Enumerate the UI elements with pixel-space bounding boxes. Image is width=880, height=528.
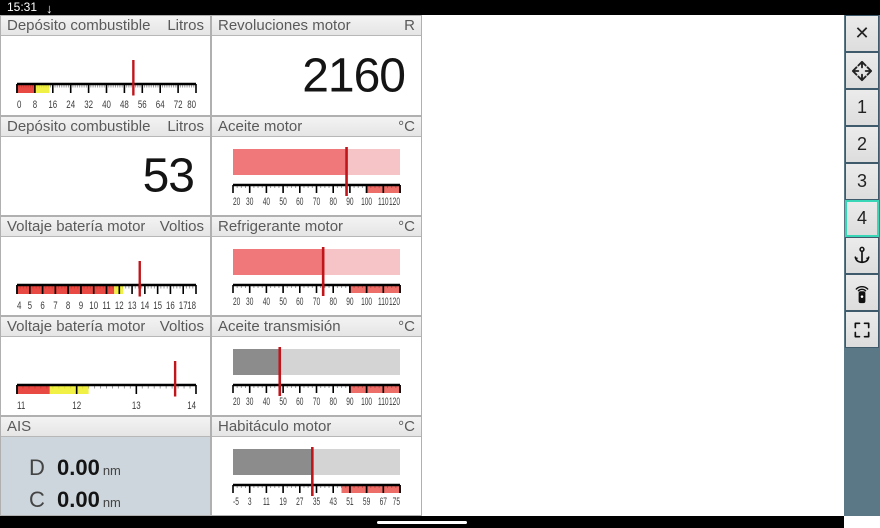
svg-text:-5: -5 (233, 495, 239, 507)
svg-text:11: 11 (17, 400, 25, 413)
svg-text:11: 11 (102, 300, 110, 313)
svg-text:43: 43 (330, 495, 337, 507)
svg-text:64: 64 (156, 99, 165, 112)
svg-text:8: 8 (33, 99, 37, 112)
svg-text:40: 40 (263, 195, 270, 207)
svg-text:19: 19 (279, 495, 286, 507)
svg-text:14: 14 (187, 400, 196, 413)
svg-text:90: 90 (346, 295, 353, 307)
svg-text:20: 20 (233, 295, 240, 307)
svg-text:100: 100 (361, 195, 372, 207)
svg-text:59: 59 (363, 495, 370, 507)
svg-text:67: 67 (380, 495, 387, 507)
svg-text:5: 5 (28, 300, 32, 313)
svg-text:16: 16 (166, 300, 175, 313)
svg-text:70: 70 (313, 295, 320, 307)
svg-text:72: 72 (174, 99, 183, 112)
svg-text:48: 48 (120, 99, 129, 112)
svg-text:40: 40 (102, 99, 111, 112)
svg-text:14: 14 (140, 300, 149, 313)
svg-text:120: 120 (389, 395, 400, 407)
svg-text:27: 27 (296, 495, 303, 507)
svg-text:0: 0 (17, 99, 21, 112)
svg-text:70: 70 (313, 395, 320, 407)
svg-text:15: 15 (153, 300, 162, 313)
svg-text:9: 9 (79, 300, 83, 313)
svg-text:50: 50 (279, 195, 286, 207)
svg-text:35: 35 (313, 495, 320, 507)
svg-text:18: 18 (187, 300, 196, 313)
svg-text:40: 40 (263, 295, 270, 307)
svg-text:30: 30 (246, 395, 253, 407)
svg-text:50: 50 (279, 395, 286, 407)
svg-text:80: 80 (330, 395, 337, 407)
svg-text:24: 24 (66, 99, 75, 112)
svg-text:90: 90 (346, 395, 353, 407)
svg-text:3: 3 (248, 495, 252, 507)
svg-text:40: 40 (263, 395, 270, 407)
svg-text:56: 56 (138, 99, 147, 112)
svg-text:6: 6 (40, 300, 44, 313)
svg-text:13: 13 (128, 300, 137, 313)
svg-text:32: 32 (84, 99, 93, 112)
svg-text:120: 120 (389, 195, 400, 207)
svg-text:80: 80 (330, 195, 337, 207)
svg-text:110: 110 (378, 195, 389, 207)
svg-text:20: 20 (233, 395, 240, 407)
svg-text:12: 12 (72, 400, 81, 413)
svg-text:17: 17 (179, 300, 188, 313)
svg-text:90: 90 (346, 195, 353, 207)
svg-text:60: 60 (296, 395, 303, 407)
svg-text:11: 11 (263, 495, 270, 507)
svg-text:30: 30 (246, 195, 253, 207)
svg-text:7: 7 (53, 300, 57, 313)
svg-text:30: 30 (246, 295, 253, 307)
svg-text:20: 20 (233, 195, 240, 207)
svg-text:100: 100 (361, 295, 372, 307)
svg-text:80: 80 (330, 295, 337, 307)
svg-text:16: 16 (48, 99, 57, 112)
svg-text:51: 51 (346, 495, 353, 507)
svg-text:110: 110 (378, 395, 389, 407)
svg-text:50: 50 (279, 295, 286, 307)
svg-text:60: 60 (296, 195, 303, 207)
svg-text:100: 100 (361, 395, 372, 407)
svg-text:12: 12 (115, 300, 124, 313)
svg-text:120: 120 (389, 295, 400, 307)
svg-text:75: 75 (393, 495, 400, 507)
svg-text:8: 8 (66, 300, 70, 313)
svg-text:4: 4 (17, 300, 22, 313)
svg-text:70: 70 (313, 195, 320, 207)
svg-text:80: 80 (187, 99, 196, 112)
svg-text:110: 110 (378, 295, 389, 307)
svg-text:60: 60 (296, 295, 303, 307)
svg-text:10: 10 (89, 300, 98, 313)
svg-text:13: 13 (132, 400, 141, 413)
